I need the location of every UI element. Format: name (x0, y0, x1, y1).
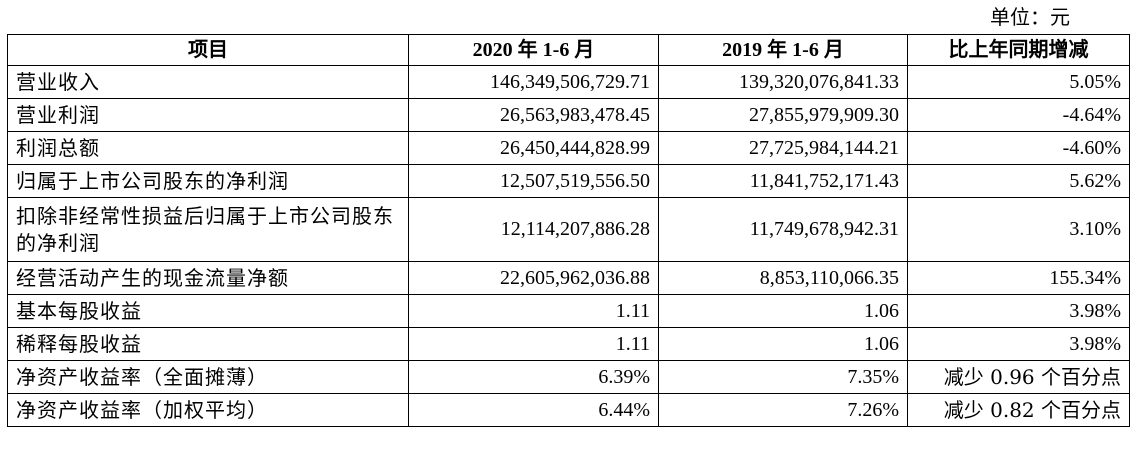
row-change: 3.98% (907, 327, 1130, 361)
row-value-2019: 1.06 (658, 327, 908, 361)
row-change: 5.62% (907, 164, 1130, 198)
table-row: 稀释每股收益 1.11 1.06 3.98% (7, 327, 1130, 361)
row-change: 155.34% (907, 261, 1130, 295)
table-row: 经营活动产生的现金流量净额 22,605,962,036.88 8,853,11… (7, 261, 1130, 295)
row-value-2019: 7.26% (658, 393, 908, 427)
row-item-label: 稀释每股收益 (7, 327, 409, 361)
table-row: 归属于上市公司股东的净利润 12,507,519,556.50 11,841,7… (7, 164, 1130, 198)
header-2020-h1: 2020 年 1-6 月 (408, 34, 659, 66)
row-value-2019: 7.35% (658, 360, 908, 394)
row-change: 3.98% (907, 294, 1130, 328)
row-value-2019: 139,320,076,841.33 (658, 65, 908, 99)
table-row: 基本每股收益 1.11 1.06 3.98% (7, 294, 1130, 328)
table-row: 利润总额 26,450,444,828.99 27,725,984,144.21… (7, 131, 1130, 165)
row-value-2019: 8,853,110,066.35 (658, 261, 908, 295)
row-value-2020: 22,605,962,036.88 (408, 261, 659, 295)
row-change: 减少 0.96 个百分点 (907, 360, 1130, 394)
table-row: 扣除非经常性损益后归属于上市公司股东的净利润 12,114,207,886.28… (7, 197, 1130, 262)
row-change: -4.64% (907, 98, 1130, 132)
header-2019-h1: 2019 年 1-6 月 (658, 34, 908, 66)
table-row: 净资产收益率（全面摊薄） 6.39% 7.35% 减少 0.96 个百分点 (7, 360, 1130, 394)
row-value-2019: 1.06 (658, 294, 908, 328)
row-item-label: 营业利润 (7, 98, 409, 132)
row-item-label: 净资产收益率（全面摊薄） (7, 360, 409, 394)
row-change: 5.05% (907, 65, 1130, 99)
row-value-2019: 27,855,979,909.30 (658, 98, 908, 132)
row-change: 减少 0.82 个百分点 (907, 393, 1130, 427)
row-value-2020: 146,349,506,729.71 (408, 65, 659, 99)
header-yoy-change: 比上年同期增减 (907, 34, 1130, 66)
row-item-label: 利润总额 (7, 131, 409, 165)
row-item-label: 扣除非经常性损益后归属于上市公司股东的净利润 (7, 197, 409, 262)
financial-summary-table: 项目 2020 年 1-6 月 2019 年 1-6 月 比上年同期增减 营业收… (7, 34, 1130, 427)
header-item: 项目 (7, 34, 409, 66)
row-value-2019: 27,725,984,144.21 (658, 131, 908, 165)
row-value-2020: 26,450,444,828.99 (408, 131, 659, 165)
unit-label: 单位：元 (990, 5, 1070, 29)
row-item-label: 经营活动产生的现金流量净额 (7, 261, 409, 295)
row-item-label: 归属于上市公司股东的净利润 (7, 164, 409, 198)
row-value-2020: 1.11 (408, 327, 659, 361)
row-value-2019: 11,749,678,942.31 (658, 197, 908, 262)
row-item-label: 基本每股收益 (7, 294, 409, 328)
row-value-2019: 11,841,752,171.43 (658, 164, 908, 198)
row-value-2020: 12,507,519,556.50 (408, 164, 659, 198)
row-value-2020: 1.11 (408, 294, 659, 328)
row-value-2020: 12,114,207,886.28 (408, 197, 659, 262)
row-value-2020: 6.39% (408, 360, 659, 394)
row-item-label: 营业收入 (7, 65, 409, 99)
table-row: 净资产收益率（加权平均） 6.44% 7.26% 减少 0.82 个百分点 (7, 393, 1130, 427)
table-row: 营业收入 146,349,506,729.71 139,320,076,841.… (7, 65, 1130, 99)
row-change: -4.60% (907, 131, 1130, 165)
row-value-2020: 6.44% (408, 393, 659, 427)
row-change: 3.10% (907, 197, 1130, 262)
row-item-label: 净资产收益率（加权平均） (7, 393, 409, 427)
table-header-row: 项目 2020 年 1-6 月 2019 年 1-6 月 比上年同期增减 (7, 34, 1130, 66)
table-row: 营业利润 26,563,983,478.45 27,855,979,909.30… (7, 98, 1130, 132)
row-value-2020: 26,563,983,478.45 (408, 98, 659, 132)
